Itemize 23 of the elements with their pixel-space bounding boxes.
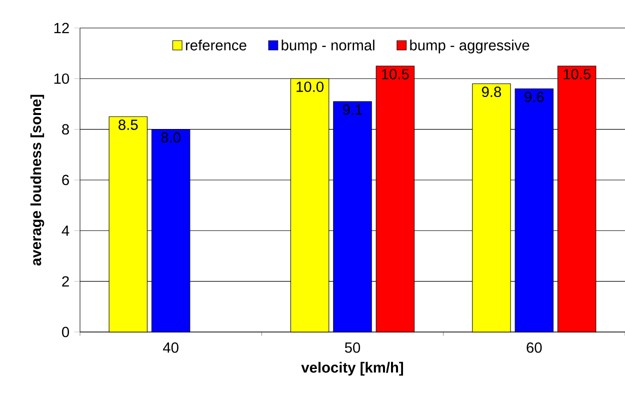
y-tick-label: 4 (62, 226, 70, 236)
data-label: 9.8 (482, 86, 502, 98)
y-tick-label: 10 (54, 73, 70, 84)
data-label: 9.6 (524, 92, 544, 102)
y-tick-label: 6 (62, 174, 69, 186)
y-tick-label: 0 (62, 326, 70, 338)
y-tick-label: 8 (62, 124, 69, 135)
data-label: 10.5 (382, 68, 409, 80)
y-axis-title: average loudness [sone] (30, 94, 44, 266)
legend-label: bump - aggressive (410, 40, 530, 54)
data-label: 8.5 (118, 120, 138, 130)
x-tick-label: 50 (344, 342, 360, 353)
data-label: 10.5 (564, 68, 590, 80)
data-label: 8.0 (161, 132, 180, 143)
y-tick-label: 12 (54, 22, 69, 34)
y-tick-label: 2 (62, 276, 69, 286)
legend-label: reference (186, 40, 246, 50)
legend-label: bump - normal (282, 40, 374, 54)
x-tick-label: 60 (526, 342, 542, 353)
x-axis-title: velocity [km/h] (301, 362, 404, 376)
x-tick-label: 40 (163, 342, 178, 353)
data-label: 9.1 (342, 104, 362, 115)
data-label: 10.0 (296, 82, 324, 92)
